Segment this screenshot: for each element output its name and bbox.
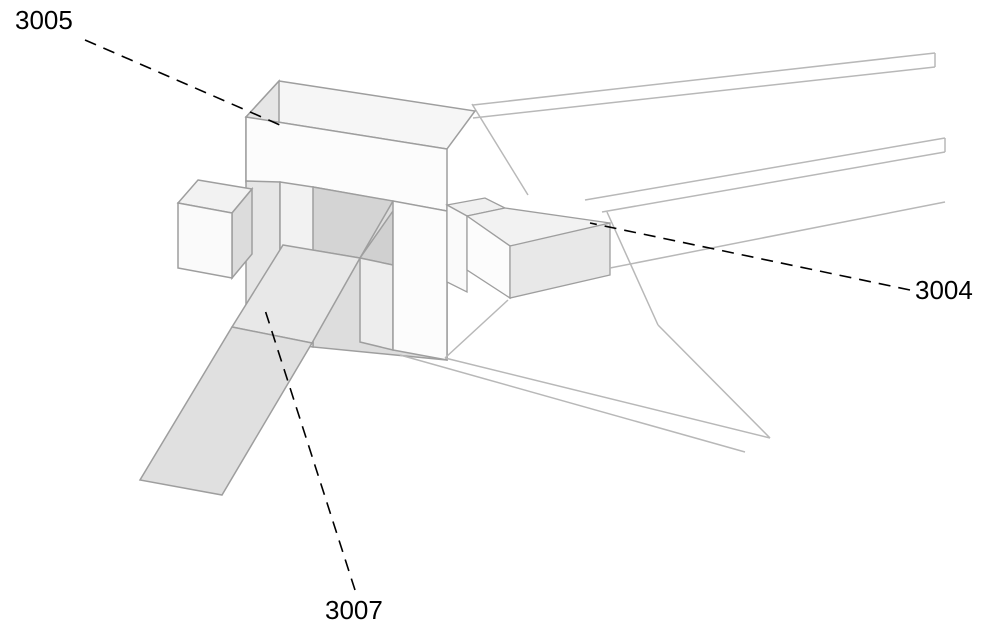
shaft	[447, 198, 610, 298]
label-3004: 3004	[915, 275, 973, 306]
side-knob	[178, 180, 252, 278]
rail-front-top	[602, 152, 945, 212]
rail-lines	[472, 53, 935, 195]
rail-bottom-b	[400, 355, 745, 452]
diagram-svg	[0, 0, 1000, 631]
rail-back-bot	[473, 67, 935, 118]
rail-front-top2	[585, 138, 945, 200]
leader-bottom	[265, 310, 355, 590]
rail-back-top	[473, 53, 935, 105]
rail-diag-back	[472, 104, 528, 195]
leader-top-left	[85, 40, 280, 125]
rail-bottom-diag	[445, 300, 508, 358]
leader-lines	[85, 40, 910, 590]
rail-bottom-diag2	[658, 325, 770, 438]
label-3007: 3007	[325, 595, 383, 626]
front-rails	[400, 138, 945, 452]
knob-front	[178, 203, 232, 278]
bracket-right-inner-front	[360, 258, 393, 350]
rail-front-bot	[610, 202, 945, 268]
shaft-collar-front	[447, 205, 467, 292]
strap-front	[140, 327, 312, 495]
rail-bottom-a	[445, 358, 770, 438]
label-3005: 3005	[15, 5, 73, 36]
diagram-container: { "labels": { "top_left": "3005", "right…	[0, 0, 1000, 631]
bracket-right-outer	[393, 201, 447, 360]
